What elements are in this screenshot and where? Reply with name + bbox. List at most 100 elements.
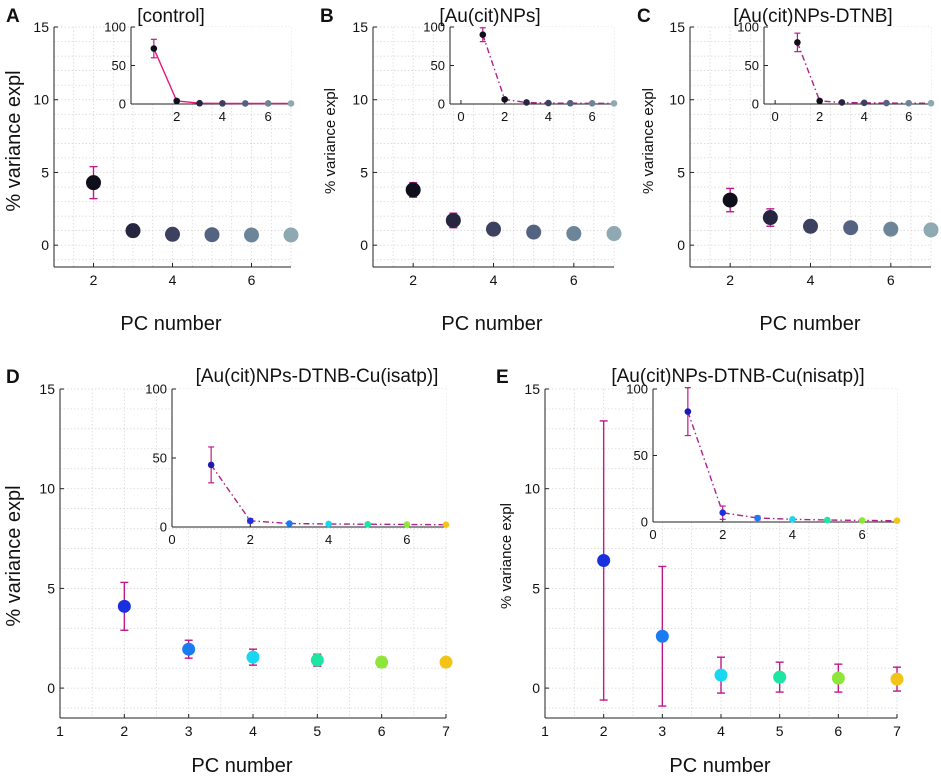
panel-e-inset-y-tick-label: 0 (641, 515, 648, 530)
panel-a-main-y-tick-label: 5 (41, 164, 49, 180)
panel-b-inset-y-tick-label: 100 (423, 20, 445, 35)
panel-e-inset-point (719, 509, 727, 516)
panel-c-main-point (722, 192, 738, 208)
panel-e-inset-point (684, 408, 692, 415)
panel-e-main-y-tick-label: 10 (524, 481, 540, 497)
panel-e-main-point (890, 672, 904, 686)
panel-c-title: [Au(cit)NPs-DTNB] (733, 6, 892, 27)
panel-a-main-point (244, 227, 259, 243)
panel-b-inset-y-tick-label: 0 (438, 97, 445, 112)
panel-b-main-x-tick-label: 4 (490, 272, 498, 288)
panel-b-main-y-tick-label: 0 (360, 237, 368, 253)
panel-a-main-point (204, 227, 220, 243)
panel-c-main-y-tick-label: 0 (677, 237, 685, 253)
panel-c-inset-x-tick-label: 2 (816, 109, 823, 124)
panel-b-main-x-tick-label: 2 (409, 272, 417, 288)
panel-b-inset-point (566, 99, 574, 107)
panel-a-inset-point (287, 100, 295, 107)
panel-c-inset-y-tick-label: 50 (745, 58, 759, 73)
panel-a-inset-y-tick-label: 100 (104, 20, 126, 35)
panel-d-inset-point (286, 520, 293, 527)
panel-e-main-point (655, 629, 669, 643)
panel-c-main-x-tick-label: 2 (726, 272, 734, 288)
panel-e-main-point (831, 671, 845, 685)
panel-a-inset-x-tick-label: 6 (265, 109, 272, 124)
panel-a-main-y-tick-label: 15 (33, 19, 49, 35)
panel-e-main-point (773, 670, 787, 684)
panel-a-inset-plot: 0 50 100 2 4 6 (104, 20, 295, 124)
panel-d-inset-plot: 0 50 100 0 2 4 6 (145, 382, 450, 547)
panel-c-inset-plot: 0 50 100 0 2 4 6 (737, 20, 935, 124)
panel-d-main-x-tick-label: 4 (249, 723, 257, 739)
panel-c-main-y-tick-label: 10 (669, 92, 685, 108)
panel-c-inset-x-tick-label: 6 (905, 109, 912, 124)
panel-a-inset-point (150, 45, 158, 52)
panel-e-inset-y-tick-label: 100 (626, 382, 648, 397)
panel-e-inset-point (823, 516, 831, 524)
panel-e-inset-point (789, 516, 796, 523)
panel-e-inset-background (653, 389, 897, 522)
panel-e-letter: E (496, 367, 509, 388)
panel-b-inset-point (501, 96, 508, 103)
panel-c: C [Au(cit)NPs-DTNB] PC number % variance… (637, 6, 939, 335)
panel-b-inset-point (479, 31, 487, 38)
panel-c-inset-point (927, 99, 935, 107)
panel-b-inset-plot: 0 50 100 0 2 4 6 (423, 20, 618, 124)
panel-d-main-y-tick-label: 5 (47, 580, 55, 596)
panel-a-main-point (86, 175, 101, 191)
panel-b-main-point (526, 224, 542, 240)
panel-b-main-point (566, 226, 582, 242)
panel-b-main-point (405, 182, 421, 198)
panel-b-main-x-tick-label: 6 (570, 272, 578, 288)
panel-b-main-point (445, 212, 461, 228)
panel-c-main-point (762, 210, 778, 226)
panel-c-main-point (843, 220, 859, 236)
panel-b-main-y-tick-label: 5 (360, 164, 368, 180)
panel-b-xlabel: PC number (441, 313, 542, 335)
panel-b-inset-point (610, 100, 618, 107)
panel-a-main-point (283, 227, 299, 243)
panel-e-main-x-tick-label: 7 (893, 723, 901, 739)
panel-d-inset-x-tick-label: 0 (168, 532, 175, 547)
panel-e-inset-point (754, 514, 761, 522)
panel-a-inset-point (264, 100, 272, 107)
panel-b-inset-point (545, 99, 552, 107)
panel-d-main-point (375, 655, 389, 669)
panel-b-main-y-tick-label: 10 (352, 92, 368, 108)
panel-e-main-x-tick-label: 1 (541, 723, 549, 739)
panel-d-main-x-tick-label: 7 (442, 723, 450, 739)
panel-d-main-y-tick-label: 10 (39, 481, 55, 497)
panel-a-inset-y-tick-label: 50 (112, 58, 126, 73)
panel-d-main-point (246, 650, 260, 664)
panel-b-ylabel: % variance expl (322, 88, 339, 194)
panel-b-inset-point (523, 99, 530, 106)
panel-d-inset-y-tick-label: 50 (153, 451, 167, 466)
panel-a-main-x-tick-label: 4 (169, 272, 177, 288)
panel-c-main-point (803, 218, 818, 234)
panel-b-main-point (606, 226, 622, 242)
panel-c-inset-point (860, 99, 868, 107)
panel-a-main-y-tick-label: 0 (41, 237, 49, 253)
panel-c-letter: C (637, 6, 651, 27)
panel-d-main-point (439, 655, 453, 669)
panel-e-main-x-tick-label: 4 (717, 723, 725, 739)
panel-d-inset-background (172, 389, 446, 527)
panel-e: E [Au(cit)NPs-DTNB-Cu(nisatp)] PC number… (496, 366, 904, 776)
panel-b-title: [Au(cit)NPs] (439, 6, 540, 27)
panel-e-inset-plot: 0 50 100 0 2 4 6 (626, 382, 901, 542)
panel-d-inset-x-tick-label: 6 (403, 532, 410, 547)
panel-a-inset-point (219, 100, 226, 107)
panel-a-main-x-tick-label: 6 (248, 272, 256, 288)
panel-c-main-point (883, 221, 899, 237)
panel-c-inset-y-tick-label: 100 (737, 20, 759, 35)
panel-b-inset-x-tick-label: 0 (457, 109, 464, 124)
panel-c-inset-background (764, 27, 931, 104)
panel-c-ylabel: % variance expl (640, 88, 657, 194)
panel-b-inset-x-tick-label: 4 (545, 109, 552, 124)
panel-a-main-x-tick-label: 2 (90, 272, 98, 288)
panel-c-main-x-tick-label: 6 (887, 272, 895, 288)
panel-d-inset-y-tick-label: 100 (145, 382, 167, 397)
panel-a-xlabel: PC number (120, 313, 221, 335)
panel-c-inset-point (816, 97, 823, 105)
